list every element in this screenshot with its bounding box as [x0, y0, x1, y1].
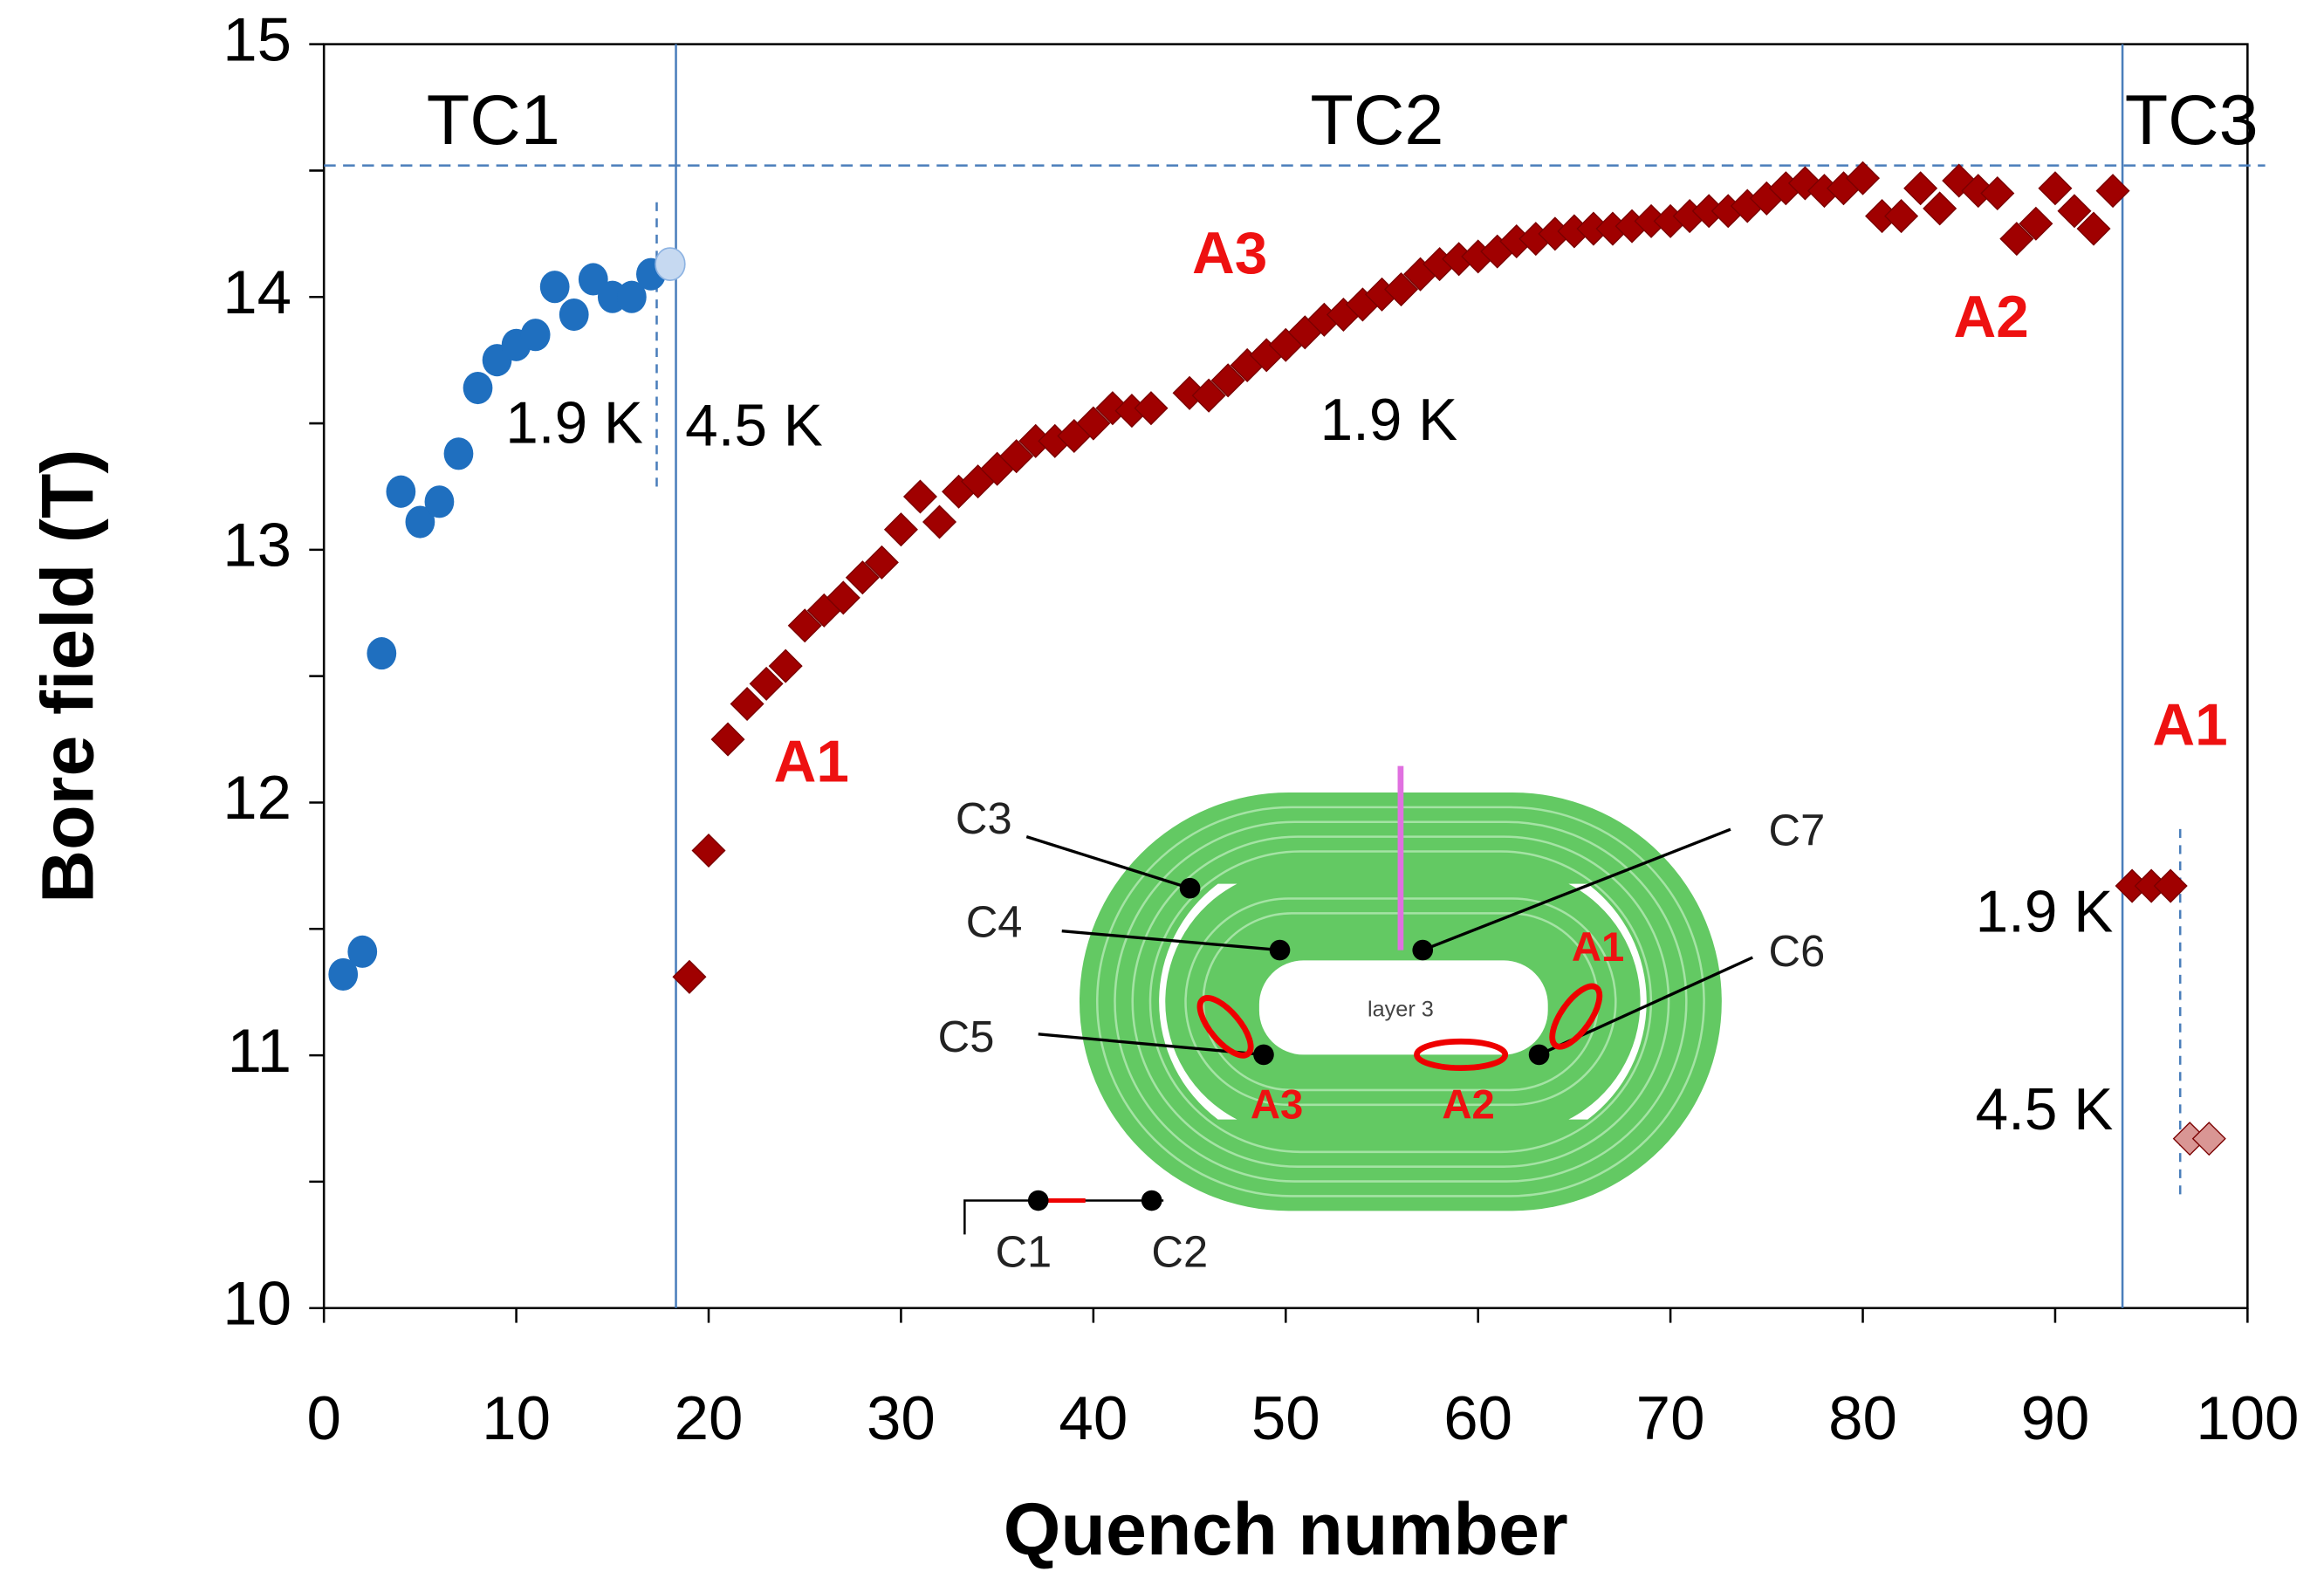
data-point: [1076, 406, 1111, 441]
annotation: TC2: [1310, 81, 1443, 160]
data-point: [367, 637, 397, 670]
data-point: [1923, 191, 1957, 226]
coil-gap: [1159, 883, 1237, 1120]
data-point: [1134, 391, 1169, 426]
data-point: [730, 687, 764, 722]
coil-bore: [1258, 960, 1548, 1055]
inset-label: C7: [1769, 806, 1826, 855]
data-point: [902, 479, 937, 514]
data-point: [463, 371, 493, 405]
data-point: [578, 263, 608, 296]
data-point: [2076, 211, 2111, 246]
x-tick-label: 80: [1828, 1384, 1897, 1453]
data-point: [2038, 171, 2073, 206]
annotation: 1.9 K: [1320, 388, 1458, 453]
data-point: [2191, 1122, 2226, 1156]
annotation: A1: [774, 729, 849, 794]
y-tick-label: 10: [223, 1269, 291, 1338]
coil-inset: [963, 765, 1753, 1235]
x-tick-label: 30: [867, 1384, 936, 1453]
data-point: [539, 271, 570, 304]
data-point: [616, 280, 647, 313]
lead-wire: [963, 1199, 1164, 1235]
inset-label: C1: [995, 1226, 1052, 1276]
annotation: A3: [1192, 221, 1267, 286]
y-tick-label: 15: [223, 5, 291, 74]
data-point: [1903, 171, 1938, 206]
x-tick-label: 60: [1443, 1384, 1512, 1453]
data-point: [1384, 272, 1419, 307]
data-point: [749, 666, 784, 701]
data-point: [443, 437, 474, 470]
data-point: [2095, 174, 2130, 209]
x-tick-label: 40: [1059, 1384, 1128, 1453]
data-point: [559, 298, 589, 332]
annotation: 1.9 K: [505, 390, 643, 456]
annotation: A2: [1954, 285, 2029, 350]
data-point: [826, 580, 860, 615]
inset-label: C6: [1769, 926, 1826, 976]
data-point: [2153, 868, 2188, 903]
x-tick-label: 20: [675, 1384, 744, 1453]
data-point: [1884, 199, 1919, 234]
inset-label: layer 3: [1368, 997, 1434, 1021]
y-axis-title: Bore field (T): [27, 449, 109, 903]
data-point: [1980, 175, 2015, 211]
inset-label: C3: [956, 793, 1012, 843]
data-point: [1787, 166, 1822, 201]
data-point: [386, 475, 416, 508]
y-tick-label: 11: [227, 1017, 291, 1086]
data-point: [710, 722, 745, 757]
data-point: [768, 648, 803, 683]
voltage-taps: [1027, 877, 1550, 1211]
inset-label: A1: [1572, 924, 1624, 971]
x-tick-label: 50: [1251, 1384, 1320, 1453]
x-tick-label: 0: [306, 1384, 340, 1453]
data-point: [691, 833, 726, 868]
y-tick-label: 12: [223, 764, 291, 833]
data-point: [999, 439, 1034, 474]
data-point: [347, 935, 378, 968]
x-tick-label: 100: [2196, 1384, 2299, 1453]
data-point: [405, 505, 435, 539]
x-tick-label: 10: [482, 1384, 551, 1453]
data-point: [922, 504, 957, 539]
data-point: [672, 959, 707, 994]
annotation: 1.9 K: [1976, 880, 2114, 945]
data-point: [845, 560, 880, 595]
annotation: 4.5 K: [685, 394, 823, 459]
data-point: [328, 957, 359, 991]
inset-label: C4: [966, 896, 1023, 946]
x-axis-title: Quench number: [1004, 1488, 1568, 1570]
y-tick-label: 13: [223, 511, 291, 580]
annotation: TC1: [427, 81, 560, 160]
data-point: [864, 545, 899, 580]
coil-gap: [1568, 883, 1647, 1120]
data-point: [1846, 161, 1881, 196]
data-point: [1191, 378, 1226, 413]
data-point: [520, 319, 551, 352]
x-tick-label: 70: [1636, 1384, 1705, 1453]
data-point: [424, 485, 455, 518]
data-point: [787, 608, 822, 643]
quench-locations: [1196, 983, 1603, 1071]
inset-label: C2: [1151, 1226, 1208, 1276]
annotation: A1: [2152, 692, 2227, 758]
data-point: [883, 512, 918, 547]
data-point: [2019, 206, 2053, 241]
annotation: TC3: [2125, 81, 2259, 160]
data-point: [1210, 363, 1245, 398]
y-tick-label: 14: [223, 258, 291, 327]
inset-label: A2: [1442, 1082, 1494, 1129]
data-point: [655, 247, 686, 282]
annotation: 4.5 K: [1976, 1077, 2114, 1142]
x-tick-label: 90: [2021, 1384, 2090, 1453]
data-point: [1999, 222, 2034, 257]
inset-label: C5: [938, 1012, 995, 1061]
inset-label: A3: [1251, 1082, 1303, 1129]
data-point: [2057, 194, 2092, 229]
